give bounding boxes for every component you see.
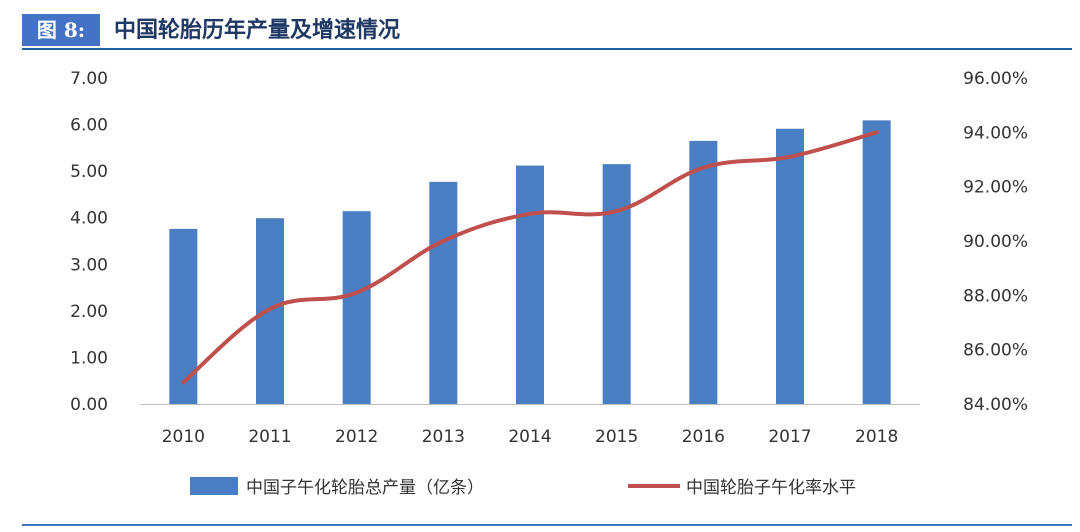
y-right-tick-label: 84.00% <box>963 395 1028 415</box>
y-left-tick-label: 6.00 <box>70 116 108 136</box>
y-left-tick-label: 4.00 <box>70 209 108 229</box>
bar-2014 <box>516 165 544 404</box>
y-left-tick-label: 3.00 <box>70 255 108 275</box>
x-tick-label: 2016 <box>682 427 725 447</box>
bar-2015 <box>602 164 631 404</box>
figure-title: 中国轮胎历年产量及增速情况 <box>114 17 401 43</box>
x-tick-label: 2017 <box>768 427 811 447</box>
line-series-radial-rate <box>181 130 879 385</box>
x-tick-label: 2010 <box>162 427 205 447</box>
bar-2016 <box>689 140 718 404</box>
figure-label: 图 8: <box>22 14 100 46</box>
bar-2018 <box>862 120 891 404</box>
bar-2013 <box>429 181 458 404</box>
bar-2017 <box>776 128 804 404</box>
y-right-tick-label: 92.00% <box>963 178 1028 198</box>
y-left-tick-label: 2.00 <box>70 302 108 322</box>
y-right-tick-label: 88.00% <box>963 286 1028 306</box>
x-tick-label: 2015 <box>595 427 638 447</box>
header-rule <box>22 48 1072 50</box>
legend-line-label: 中国轮胎子午化率水平 <box>686 478 856 498</box>
y-left-tick-label: 1.00 <box>70 348 108 368</box>
y-right-tick-label: 86.00% <box>963 341 1028 361</box>
y-left-tick-label: 5.00 <box>70 162 108 182</box>
x-tick-label: 2014 <box>508 427 551 447</box>
x-tick-label: 2018 <box>855 427 898 447</box>
legend-bar-swatch <box>190 477 238 495</box>
y-left-tick-label: 7.00 <box>70 69 108 89</box>
bar-2010 <box>169 228 198 404</box>
figure-header: 图 8: 中国轮胎历年产量及增速情况 <box>22 12 1072 50</box>
y-right-tick-label: 94.00% <box>963 123 1028 143</box>
y-right-tick-label: 96.00% <box>963 69 1028 89</box>
x-tick-label: 2012 <box>335 427 378 447</box>
x-tick-label: 2011 <box>248 427 291 447</box>
legend-bar-label: 中国子午化轮胎总产量（亿条） <box>246 478 484 498</box>
y-right-tick-label: 90.00% <box>963 232 1028 252</box>
y-left-tick-label: 0.00 <box>70 395 108 415</box>
bottom-rule <box>22 524 1072 526</box>
bar-2012 <box>342 211 371 404</box>
x-tick-label: 2013 <box>422 427 465 447</box>
